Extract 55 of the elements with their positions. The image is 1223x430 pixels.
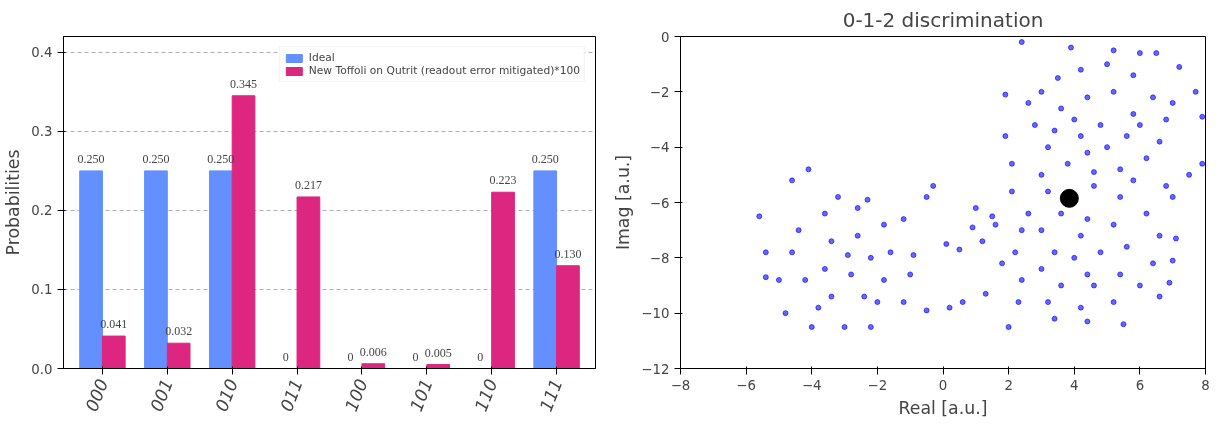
data-label: 0 [412, 349, 419, 364]
x-tick-label: 2 [1004, 377, 1013, 393]
data-label: 0.250 [142, 151, 170, 166]
data-label: 0.223 [489, 173, 517, 188]
x-tick-label: 001 [146, 376, 178, 415]
x-tick-label: 4 [1070, 377, 1079, 393]
data-label: 0 [477, 349, 484, 364]
data-label: 0 [347, 349, 354, 364]
y-tick-label: −8 [649, 250, 670, 266]
x-tick-label: 6 [1135, 377, 1145, 393]
y-axis-title: Probabilities [3, 149, 24, 256]
x-tick-label: −2 [867, 377, 888, 393]
data-label: 0.217 [294, 177, 322, 192]
bar [491, 191, 515, 369]
bar [556, 265, 580, 369]
x-axis-title: Real [a.u.] [898, 397, 988, 418]
x-tick-label: 8 [1201, 377, 1210, 393]
y-tick-label: 0 [661, 29, 670, 45]
chart-title: 0-1-2 discrimination [842, 7, 1044, 32]
y-tick-label: 0.4 [31, 45, 53, 61]
x-tick-label: 111 [535, 376, 567, 415]
y-tick-label: 0.1 [31, 282, 53, 298]
bar [101, 335, 126, 369]
x-tick-label: 010 [211, 376, 242, 415]
data-label: 0 [282, 349, 289, 364]
bar [296, 196, 321, 369]
x-tick-label: 110 [470, 376, 502, 415]
bar [166, 342, 191, 369]
y-tick-label: 0.2 [31, 203, 53, 219]
bar [361, 363, 386, 369]
x-tick-label: 101 [405, 376, 437, 415]
y-tick-label: 0.0 [31, 361, 53, 377]
data-label: 0.345 [230, 76, 258, 91]
data-label: 0.250 [77, 151, 105, 166]
y-tick-label: −6 [649, 195, 670, 211]
x-tick-label: −4 [801, 377, 822, 393]
y-tick-label: 0.3 [31, 124, 53, 140]
x-tick-label: 100 [341, 376, 372, 415]
data-label: 0.006 [359, 344, 387, 359]
x-tick-label: 011 [276, 376, 307, 415]
x-tick-label: −6 [736, 377, 756, 393]
legend-label: New Toffoli on Qutrit (readout error mitigated)*100 [308, 64, 580, 77]
y-axis-title: Imag [a.u.] [613, 154, 634, 251]
bar [208, 170, 233, 369]
y-tick-label: −12 [641, 361, 670, 377]
y-tick-label: −4 [649, 140, 670, 156]
x-tick-label: 000 [81, 376, 113, 415]
data-label: 0.005 [424, 345, 452, 360]
x-tick-label: 0 [938, 377, 948, 393]
bar [426, 364, 451, 369]
legend-label: Ideal [308, 51, 335, 64]
y-tick-label: −2 [649, 84, 670, 100]
y-tick-label: −10 [641, 306, 670, 322]
x-tick-label: −8 [670, 377, 691, 393]
data-label: 0.250 [531, 151, 559, 166]
